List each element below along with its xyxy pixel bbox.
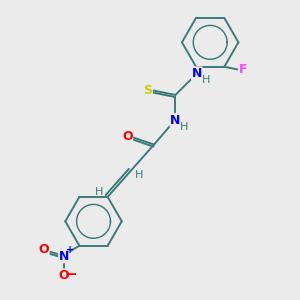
- Text: +: +: [66, 245, 75, 255]
- Text: S: S: [143, 84, 152, 97]
- Text: H: H: [202, 75, 211, 85]
- Text: −: −: [64, 267, 77, 282]
- Text: F: F: [238, 63, 247, 76]
- Text: H: H: [135, 170, 143, 180]
- Text: O: O: [122, 130, 133, 143]
- Text: N: N: [170, 114, 181, 127]
- Text: H: H: [95, 187, 103, 196]
- Text: N: N: [59, 250, 69, 263]
- Text: N: N: [192, 67, 202, 80]
- Text: H: H: [180, 122, 188, 132]
- Text: O: O: [58, 269, 69, 282]
- Text: O: O: [38, 243, 49, 256]
